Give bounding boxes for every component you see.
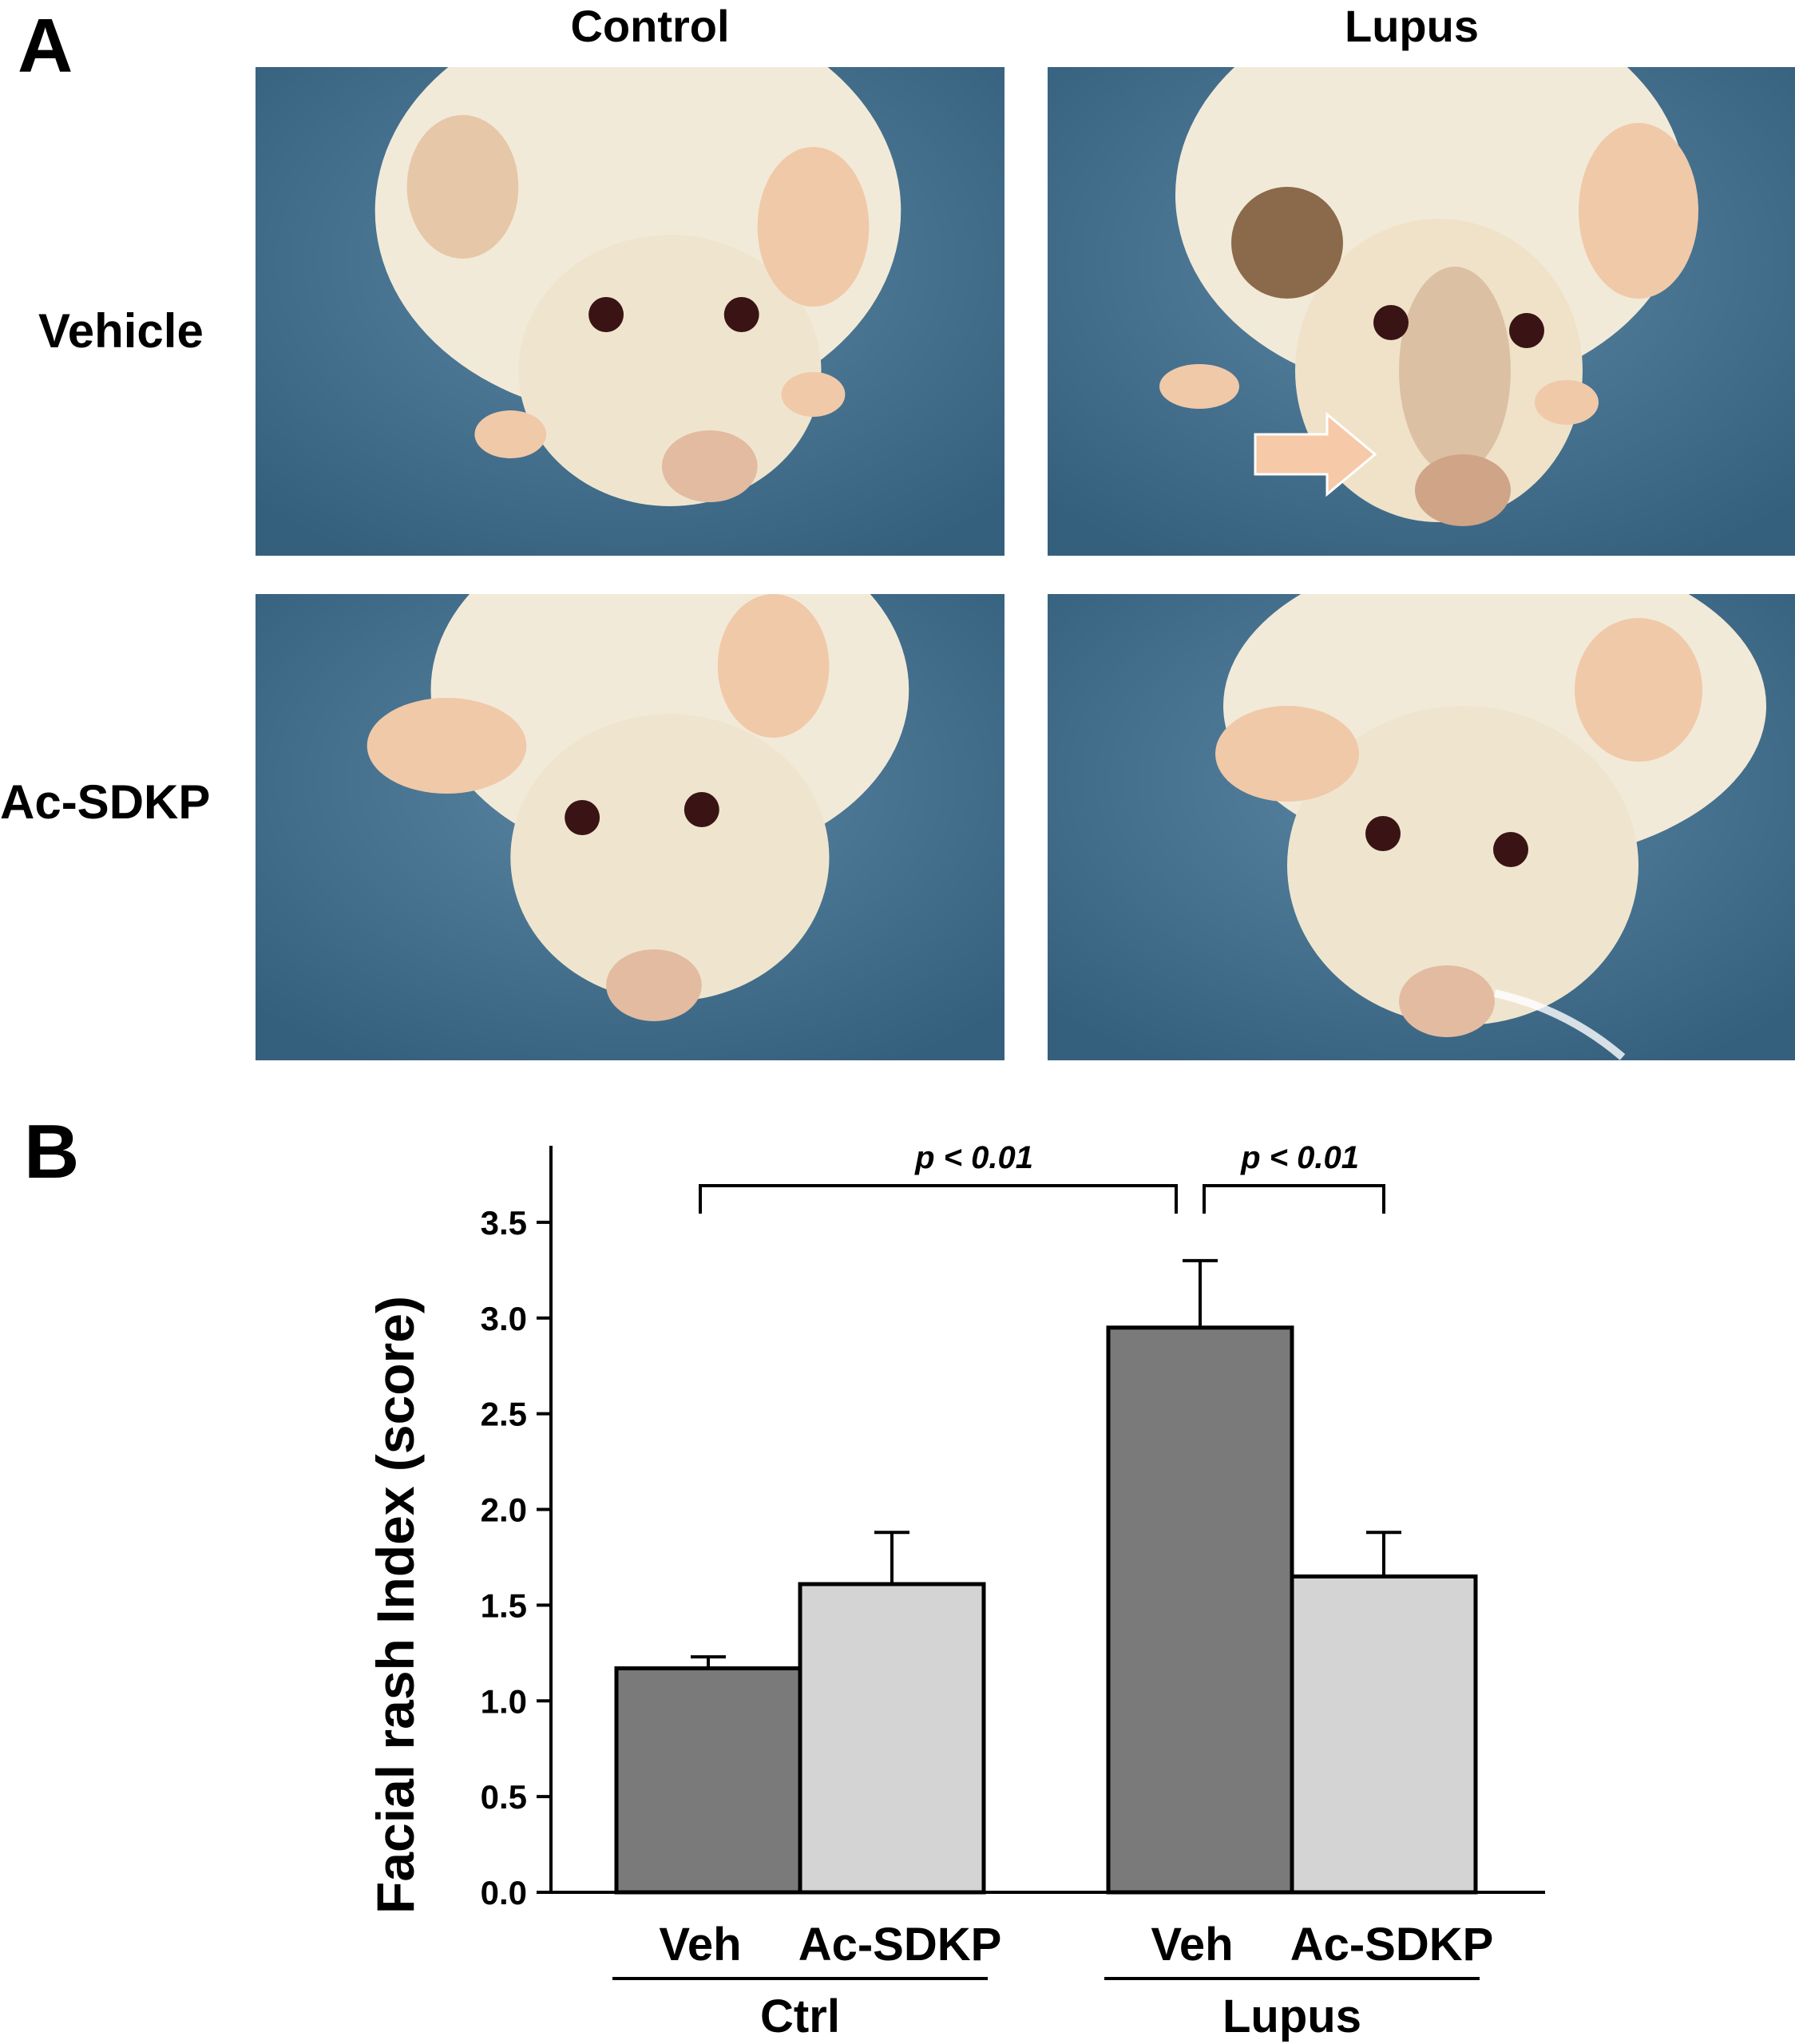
- significance-label: p < 0.01: [914, 1140, 1033, 1175]
- photo-control-acsdkp: [256, 594, 1004, 1060]
- bar: [798, 1582, 986, 1895]
- arrow-icon: [1254, 411, 1377, 497]
- panel-a-letter: A: [18, 3, 73, 89]
- row-header-acsdkp: Ac-SDKP: [0, 775, 211, 829]
- y-tick-label: 0.0: [481, 1874, 527, 1911]
- y-tick-label: 3.0: [481, 1300, 527, 1337]
- photo-control-vehicle: [256, 67, 1004, 556]
- bar-chart: 0.0 0.5 1.0 1.5 2.0 2.5 3.0 3.5 p < 0.01 p < 0.0…: [366, 1140, 1545, 2042]
- photo-lupus-vehicle: [1048, 67, 1795, 556]
- bar: [1106, 1325, 1294, 1895]
- y-tick-label: 3.5: [481, 1204, 527, 1242]
- y-axis-title: Facial rash Index (score): [366, 1296, 425, 1914]
- bar-category-label: Veh: [659, 1919, 741, 1971]
- row-header-vehicle: Vehicle: [38, 304, 204, 358]
- column-header-lupus: Lupus: [1345, 1, 1479, 51]
- bar-category-label: Ac-SDKP: [798, 1919, 1002, 1971]
- y-tick-label: 0.5: [481, 1778, 527, 1816]
- group-label: Lupus: [1222, 1991, 1361, 2042]
- panel-b-letter: B: [24, 1109, 80, 1194]
- bar: [1290, 1574, 1478, 1895]
- bar-category-label: Ac-SDKP: [1290, 1919, 1494, 1971]
- y-tick-label: 2.0: [481, 1491, 527, 1529]
- significance-label: p < 0.01: [1240, 1140, 1359, 1175]
- group-label: Ctrl: [760, 1991, 840, 2042]
- significance-bracket: [1203, 1184, 1385, 1214]
- y-tick-label: 2.5: [481, 1396, 527, 1433]
- column-header-control: Control: [570, 1, 730, 51]
- bar-category-label: Veh: [1151, 1919, 1233, 1971]
- significance-bracket: [699, 1184, 1178, 1214]
- y-tick-label: 1.5: [481, 1586, 527, 1624]
- photo-lupus-acsdkp: [1048, 594, 1795, 1060]
- y-tick-label: 1.0: [481, 1682, 527, 1720]
- bar: [614, 1666, 802, 1895]
